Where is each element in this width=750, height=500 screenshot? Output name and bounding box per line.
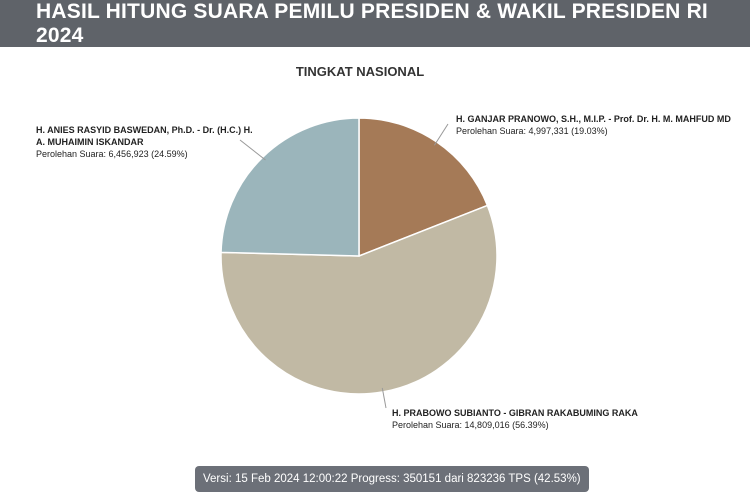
page-title: HASIL HITUNG SUARA PEMILU PRESIDEN & WAK… [36, 0, 708, 47]
leader-line [239, 139, 266, 161]
chart-title: TINGKAT NASIONAL [295, 64, 425, 79]
candidate-name: H. PRABOWO SUBIANTO - GIBRAN RAKABUMING … [392, 408, 638, 418]
vote-count: Perolehan Suara: 6,456,923 (24.59%) [36, 149, 188, 159]
page-header: HASIL HITUNG SUARA PEMILU PRESIDEN & WAK… [0, 0, 750, 47]
slice-label-prabowo: H. PRABOWO SUBIANTO - GIBRAN RAKABUMING … [392, 407, 638, 431]
candidate-name-line2: A. MUHAIMIN ISKANDAR [36, 137, 144, 147]
status-text: Versi: 15 Feb 2024 12:00:22 Progress: 35… [203, 473, 581, 485]
slice-label-anies: H. ANIES RASYID BASWEDAN, Ph.D. - Dr. (H… [36, 124, 253, 160]
candidate-name: H. GANJAR PRANOWO, S.H., M.I.P. - Prof. … [456, 114, 731, 124]
leader-line [433, 123, 449, 146]
leader-line [381, 387, 387, 409]
slice-label-ganjar: H. GANJAR PRANOWO, S.H., M.I.P. - Prof. … [456, 113, 731, 137]
pie-slice[interactable] [220, 117, 360, 257]
candidate-name: H. ANIES RASYID BASWEDAN, Ph.D. - Dr. (H… [36, 125, 253, 135]
vote-count: Perolehan Suara: 14,809,016 (56.39%) [392, 420, 549, 430]
progress-status: Versi: 15 Feb 2024 12:00:22 Progress: 35… [195, 466, 589, 492]
vote-count: Perolehan Suara: 4,997,331 (19.03%) [456, 126, 608, 136]
